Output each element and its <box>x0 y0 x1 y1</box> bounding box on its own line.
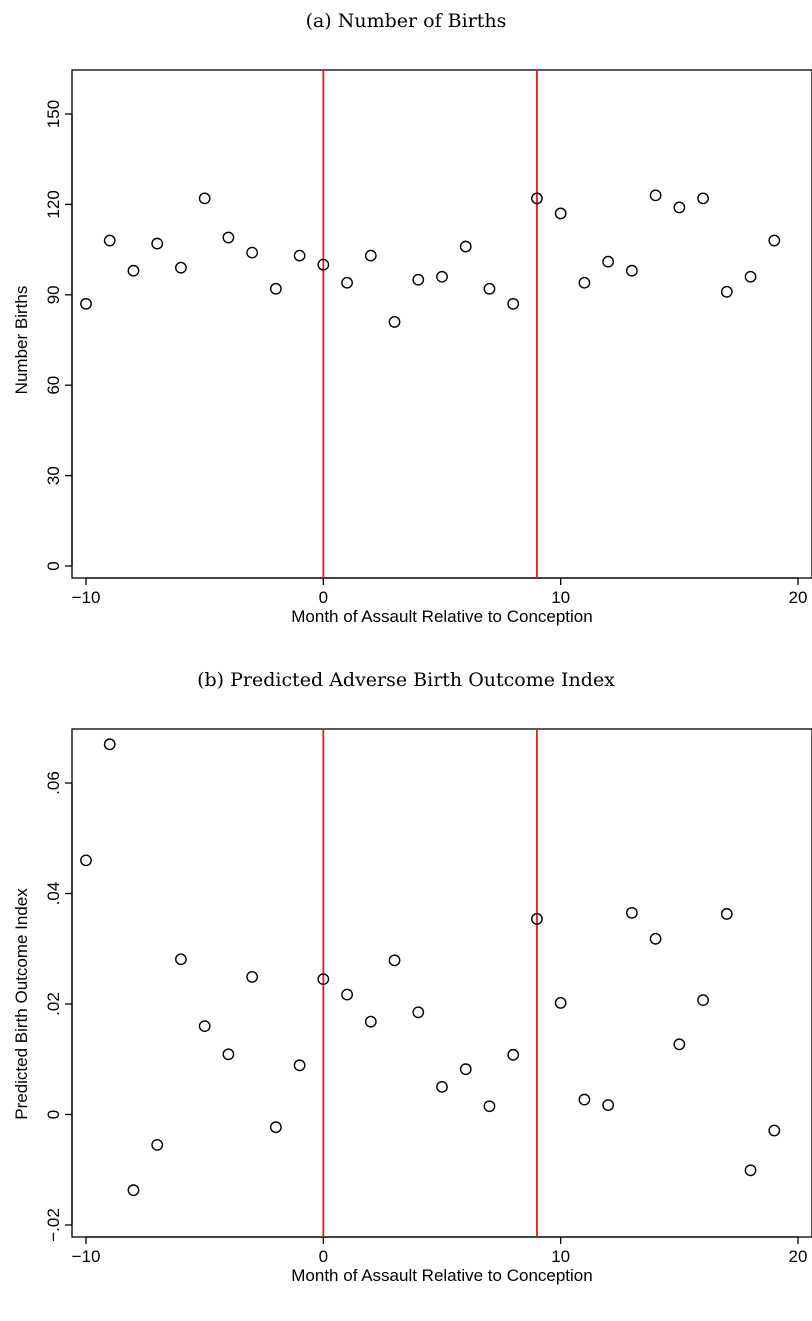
chart-b-data-point <box>317 973 330 986</box>
chart-a-data-point <box>649 189 662 202</box>
chart-a-x-axis-label: Month of Assault Relative to Conception <box>291 607 592 626</box>
chart-b-y-tick-label: .04 <box>44 882 63 906</box>
chart-b-y-tick-label: 0 <box>44 1110 63 1119</box>
chart-b-plot-frame <box>71 728 812 1238</box>
chart-b-data-point <box>293 1059 306 1072</box>
chart-a-x-tick-label: 10 <box>551 588 570 607</box>
chart-b-data-point <box>625 906 638 919</box>
chart-b-data-point <box>768 1124 781 1137</box>
chart-a-data-point <box>531 192 543 205</box>
chart-a-data-point <box>720 285 733 298</box>
chart-a-data-point <box>673 201 686 214</box>
chart-b-data-point <box>222 1048 235 1061</box>
chart-a-data-point <box>388 316 401 328</box>
chart-b-data-point <box>80 854 92 867</box>
chart-a-data-point <box>507 297 520 310</box>
chart-a-data-point <box>246 246 259 259</box>
chart-a-y-tick-label: 150 <box>44 100 63 128</box>
chart-a-data-point <box>198 192 211 205</box>
chart-b-data-point <box>507 1048 520 1061</box>
chart-b-x-tick-label: 0 <box>319 1247 328 1266</box>
chart-a-title: (a) Number of Births <box>305 10 507 32</box>
chart-a-y-tick-label: 0 <box>44 561 63 570</box>
chart-b-data-point <box>459 1063 472 1076</box>
chart-b-title: (b) Predicted Adverse Birth Outcome Inde… <box>197 669 615 691</box>
chart-a-data-point <box>127 264 140 277</box>
chart-b-y-axis-label: Predicted Birth Outcome Index <box>12 888 31 1120</box>
chart-a-data-point <box>364 249 377 262</box>
chart-b-data-point <box>483 1100 496 1113</box>
chart-a-data-point <box>602 255 615 268</box>
chart-a-data-point <box>483 282 496 295</box>
chart-b-data-point <box>744 1164 757 1177</box>
chart-b-data-point <box>720 908 733 920</box>
chart-b-y-tick-label: .02 <box>44 992 63 1016</box>
chart-b-data-point <box>127 1184 140 1197</box>
chart-b-x-axis-label: Month of Assault Relative to Conception <box>291 1266 592 1285</box>
chart-a-x-tick-label: 0 <box>319 588 328 607</box>
chart-b-data-point <box>246 971 259 983</box>
chart-a-data-point <box>412 273 425 286</box>
chart-b-x-tick-label: 10 <box>551 1247 570 1266</box>
chart-a-data-point <box>459 240 472 253</box>
chart-b-x-tick-label: −10 <box>72 1247 101 1266</box>
chart-a-data-point <box>293 249 306 262</box>
chart-b-data-point <box>269 1121 282 1134</box>
chart-a-data-point <box>341 276 353 289</box>
chart-a-x-tick-label: −10 <box>72 588 101 607</box>
chart-a-x-tick-label: 20 <box>789 588 808 607</box>
chart-b-data-point <box>341 988 353 1001</box>
chart-a-data-point <box>222 231 235 244</box>
chart-b-data-point <box>103 738 116 751</box>
chart-b-data-point <box>602 1099 615 1112</box>
chart-b-data-point <box>151 1138 164 1151</box>
chart-a-data-point <box>697 192 709 205</box>
chart-a-y-tick-label: 60 <box>44 376 63 395</box>
chart-a-data-point <box>744 270 757 283</box>
chart-a-data-point <box>151 237 164 250</box>
chart-b-data-point <box>388 954 401 967</box>
chart-a-svg: 0 30 60 90 120 150 −10 0 10 20 Month of Assault Re… <box>12 69 812 626</box>
chart-b-y-tick-label: .06 <box>44 771 63 795</box>
chart-b-data-point <box>364 1015 377 1028</box>
chart-a-data-point <box>175 261 187 274</box>
chart-a-y-axis-label: Number Births <box>12 286 31 395</box>
chart-b-y-tick-label: −.02 <box>44 1208 63 1242</box>
chart-a-data-point <box>578 276 591 289</box>
chart-a-y-tick-label: 30 <box>44 466 63 485</box>
chart-a-data-point <box>625 264 638 277</box>
chart-a-data-point <box>269 282 282 295</box>
chart-a-y-tick-label: 90 <box>44 285 63 304</box>
chart-b-data-point <box>198 1020 211 1032</box>
chart-b-data-point <box>578 1093 591 1106</box>
chart-b-data-point <box>436 1080 448 1093</box>
chart-b-data-point <box>531 913 543 925</box>
chart-b-data-point <box>673 1038 686 1051</box>
chart-a-data-point <box>768 234 781 247</box>
chart-a-y-tick-label: 120 <box>44 190 63 218</box>
chart-b-data-point <box>554 996 567 1009</box>
chart-b-data-point <box>412 1006 425 1019</box>
chart-a-data-point <box>103 234 116 247</box>
chart-b-x-tick-label: 20 <box>789 1247 808 1266</box>
chart-b-data-point <box>175 953 187 966</box>
chart-a-data-point <box>554 207 567 220</box>
chart-a-data-point <box>436 270 448 283</box>
chart-b-data-point <box>697 994 709 1007</box>
chart-a-data-point <box>317 258 330 271</box>
chart-a-data-point <box>80 297 92 310</box>
chart-b-data-point <box>649 932 662 945</box>
